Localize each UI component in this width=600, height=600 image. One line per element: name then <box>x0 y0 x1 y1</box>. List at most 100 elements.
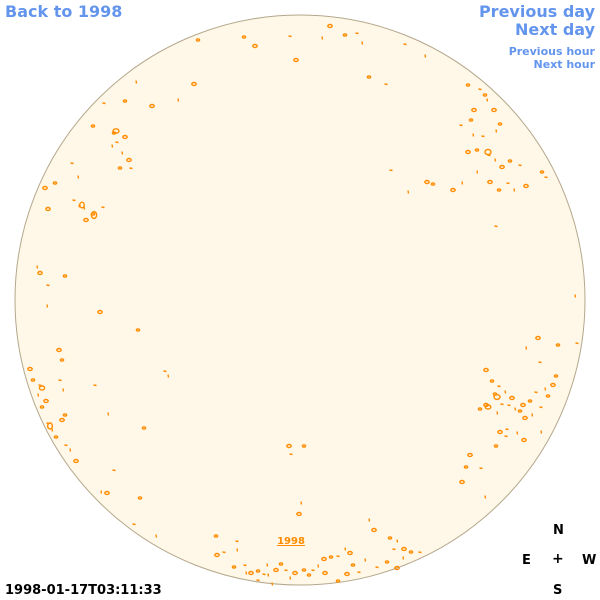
feature-contour <box>126 157 132 163</box>
feature-contour <box>37 393 40 397</box>
feature-contour <box>45 206 51 212</box>
feature-contour <box>132 523 136 526</box>
feature-contour <box>317 564 320 568</box>
feature-contour <box>504 435 508 438</box>
feature-contour <box>574 294 577 298</box>
feature-contour <box>327 23 333 29</box>
feature-contour <box>575 342 579 345</box>
feature-contour <box>489 379 495 383</box>
feature-contour <box>235 540 239 543</box>
feature-contour <box>236 548 239 552</box>
feature-contour <box>544 176 548 179</box>
feature-contour <box>115 141 119 144</box>
next-day-link[interactable]: Next day <box>515 20 595 39</box>
feature-contour <box>496 188 502 192</box>
feature-contour <box>484 148 492 156</box>
feature-contour <box>402 556 405 560</box>
feature-contour <box>499 164 505 170</box>
compass-center: + <box>552 551 564 567</box>
feature-contour <box>271 582 274 586</box>
feature-contour <box>135 328 141 332</box>
feature-contour <box>495 129 498 133</box>
feature-contour <box>507 404 511 407</box>
feature-contour <box>122 99 128 103</box>
feature-contour <box>222 551 226 554</box>
feature-contour <box>527 399 533 403</box>
feature-contour <box>72 199 76 202</box>
feature-contour <box>102 102 106 105</box>
feature-contour <box>30 378 36 382</box>
compass-east: E <box>522 553 531 568</box>
feature-contour <box>468 118 474 122</box>
feature-contour <box>483 367 489 373</box>
feature-contour <box>167 374 170 378</box>
feature-contour <box>46 304 49 308</box>
feature-contour <box>39 405 45 409</box>
feature-contour <box>241 35 247 39</box>
feature-contour <box>387 536 393 540</box>
feature-contour <box>69 448 72 452</box>
feature-contour <box>472 133 475 137</box>
feature-contour <box>58 379 62 382</box>
feature-contour <box>344 571 350 577</box>
feature-contour <box>255 569 261 573</box>
feature-contour <box>394 565 400 571</box>
feature-contour <box>347 550 353 556</box>
feature-contour <box>273 567 279 573</box>
feature-contour <box>523 183 529 189</box>
feature-contour <box>500 403 504 406</box>
next-hour-link[interactable]: Next hour <box>533 58 596 71</box>
feature-contour <box>322 570 328 576</box>
feature-contour <box>137 496 143 500</box>
feature-contour <box>100 490 103 494</box>
feature-contour <box>545 394 551 398</box>
feature-contour <box>407 190 410 194</box>
previous-day-link[interactable]: Previous day <box>478 2 595 21</box>
feature-contour <box>64 444 68 447</box>
feature-contour <box>531 413 534 417</box>
back-to-year-link[interactable]: Back to 1998 <box>5 2 123 21</box>
feature-contour <box>141 426 147 430</box>
feature-contour <box>477 407 483 411</box>
feature-contour <box>506 182 510 185</box>
feature-contour <box>497 122 503 126</box>
feature-contour <box>135 80 138 84</box>
feature-contour <box>544 387 547 391</box>
feature-contour <box>371 527 377 533</box>
feature-contour <box>311 569 315 572</box>
feature-contour <box>494 225 498 228</box>
feature-contour <box>248 570 254 576</box>
feature-contour <box>467 452 473 458</box>
feature-contour <box>555 343 561 347</box>
feature-contour <box>97 309 103 315</box>
feature-contour <box>90 124 96 128</box>
feature-contour <box>459 124 463 127</box>
feature-contour <box>328 555 334 559</box>
feature-contour <box>335 579 341 583</box>
feature-contour <box>79 201 85 209</box>
feature-contour <box>62 388 65 392</box>
feature-contour <box>52 181 58 185</box>
feature-contour <box>471 107 477 113</box>
feature-contour <box>321 36 324 40</box>
previous-hour-link[interactable]: Previous hour <box>508 45 595 58</box>
feature-contour <box>177 98 180 102</box>
feature-contour <box>538 361 542 364</box>
feature-contour <box>73 458 79 464</box>
feature-contour <box>540 430 543 434</box>
feature-contour <box>112 128 120 134</box>
feature-contour <box>266 563 269 567</box>
feature-contour <box>478 88 482 91</box>
feature-contour <box>90 210 98 220</box>
feature-contour <box>461 181 464 185</box>
solar-disk <box>14 14 586 586</box>
feature-contour <box>424 54 427 58</box>
feature-contour <box>62 413 68 417</box>
feature-contour <box>59 358 65 362</box>
feature-contour <box>286 443 292 449</box>
feature-contour <box>38 385 46 391</box>
feature-contour <box>83 217 89 223</box>
feature-contour <box>56 347 62 353</box>
feature-contour <box>486 98 489 102</box>
year-link[interactable]: 1998 <box>277 536 305 547</box>
